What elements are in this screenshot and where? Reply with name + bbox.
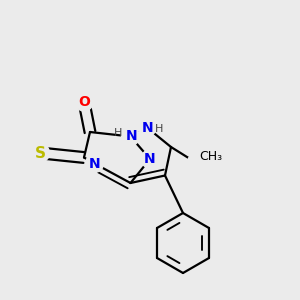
Text: CH₃: CH₃ — [200, 149, 223, 163]
Text: N: N — [144, 152, 156, 166]
Text: N: N — [89, 157, 100, 170]
Circle shape — [75, 93, 93, 111]
Circle shape — [141, 150, 159, 168]
Circle shape — [85, 154, 103, 172]
Circle shape — [138, 118, 156, 136]
Circle shape — [188, 154, 202, 169]
Text: O: O — [78, 95, 90, 109]
Text: N: N — [125, 130, 137, 143]
Text: H: H — [155, 124, 163, 134]
Circle shape — [32, 144, 50, 162]
Text: H: H — [114, 128, 123, 139]
Text: N: N — [142, 121, 153, 134]
Text: S: S — [35, 146, 46, 160]
Circle shape — [122, 128, 140, 146]
